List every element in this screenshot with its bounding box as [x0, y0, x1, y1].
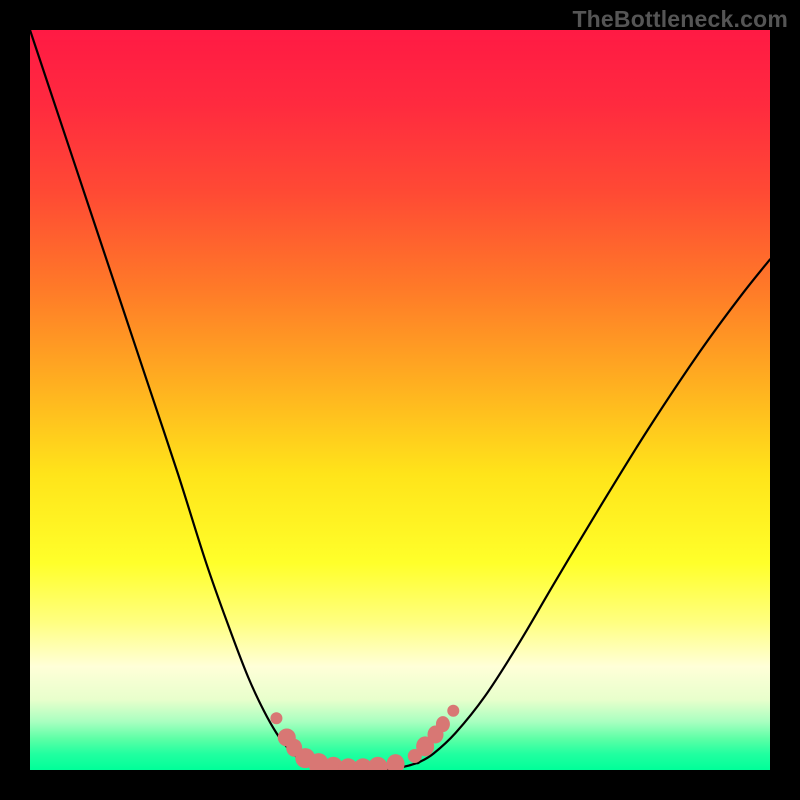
watermark-text: TheBottleneck.com	[572, 6, 788, 33]
chart-frame: TheBottleneck.com	[0, 0, 800, 800]
curve-marker	[447, 705, 459, 717]
curve-marker	[436, 716, 450, 732]
curve-marker	[270, 712, 282, 724]
bottleneck-curve-chart	[0, 0, 800, 800]
gradient-background	[30, 30, 770, 770]
